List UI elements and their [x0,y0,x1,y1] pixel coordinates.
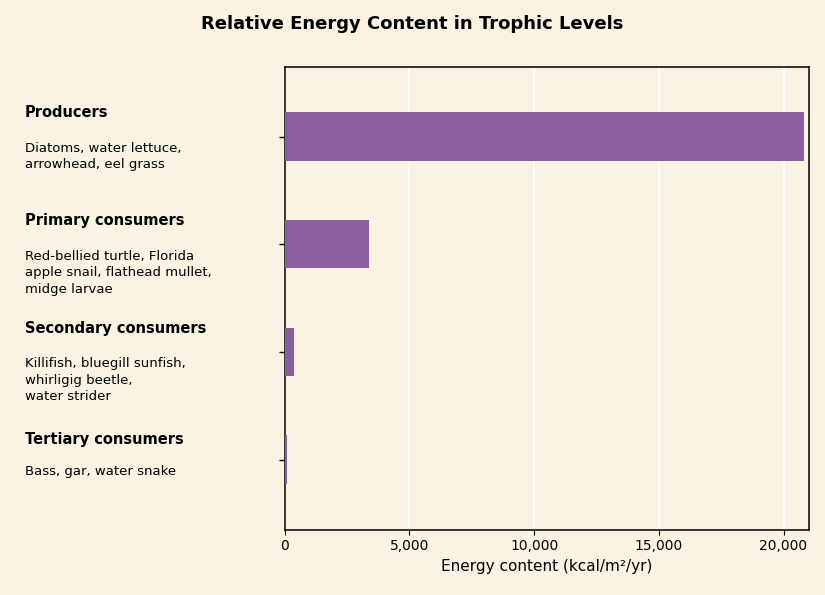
X-axis label: Energy content (kcal/m²/yr): Energy content (kcal/m²/yr) [441,559,653,574]
Bar [285,112,804,161]
Text: Primary consumers: Primary consumers [25,213,184,228]
Bar [285,220,369,268]
Text: Secondary consumers: Secondary consumers [25,321,206,336]
Text: Bass, gar, water snake: Bass, gar, water snake [25,465,176,478]
Text: Producers: Producers [25,105,108,120]
Bar [285,436,287,484]
Text: Diatoms, water lettuce,
arrowhead, eel grass: Diatoms, water lettuce, arrowhead, eel g… [25,142,182,171]
Bar [285,328,295,376]
Text: Red-bellied turtle, Florida
apple snail, flathead mullet,
midge larvae: Red-bellied turtle, Florida apple snail,… [25,250,211,296]
Text: Killifish, bluegill sunfish,
whirligig beetle,
water strider: Killifish, bluegill sunfish, whirligig b… [25,358,186,403]
Text: Tertiary consumers: Tertiary consumers [25,431,184,447]
Text: Relative Energy Content in Trophic Levels: Relative Energy Content in Trophic Level… [201,15,624,33]
